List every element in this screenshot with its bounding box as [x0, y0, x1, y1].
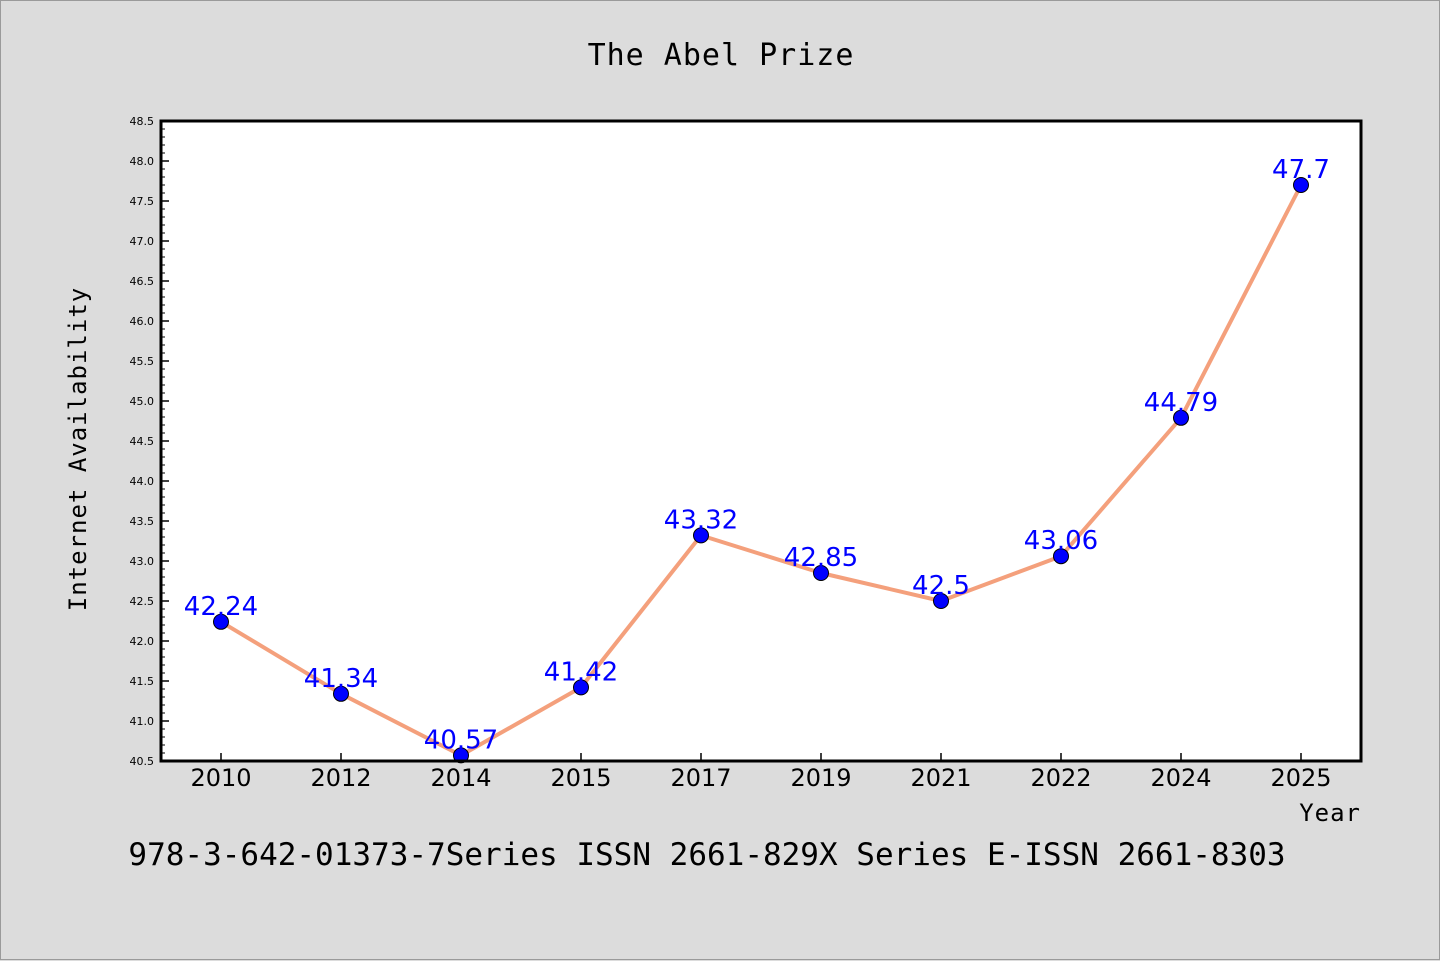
data-point	[693, 527, 709, 544]
data-label: 41.34	[304, 664, 378, 694]
x-tick-label: 2015	[550, 764, 611, 792]
x-tick-label: 2024	[1150, 764, 1211, 792]
data-label: 42.24	[184, 592, 258, 622]
data-point	[813, 565, 829, 581]
y-tick-label: 48.5	[130, 115, 155, 128]
y-tick-label: 44.0	[130, 475, 155, 488]
y-tick-label: 47.5	[130, 195, 155, 208]
x-tick-label: 2017	[670, 764, 731, 792]
y-tick-label: 42.5	[130, 595, 155, 608]
data-point	[453, 747, 469, 764]
y-tick-label: 41.5	[130, 675, 155, 688]
data-label: 40.57	[424, 725, 498, 755]
y-axis: 40.5 41.0 41.5 42.0 42.5 43.0 43.5 44.0 44.5 45.0…	[130, 115, 169, 768]
data-point	[933, 593, 949, 609]
y-tick-label: 45.0	[130, 395, 155, 408]
y-tick-label: 41.0	[130, 715, 155, 728]
series-line	[219, 183, 1303, 758]
data-label: 41.42	[544, 657, 618, 687]
data-label: 44.79	[1144, 388, 1218, 418]
x-tick-label: 2014	[430, 764, 491, 792]
x-tick-label: 2021	[910, 764, 971, 792]
y-tick-label: 40.5	[130, 755, 155, 768]
data-label: 43.32	[664, 505, 738, 535]
plot-border	[159, 119, 1363, 763]
x-axis-label: Year	[1299, 799, 1361, 827]
data-markers	[213, 177, 1309, 764]
x-tick-label: 2019	[790, 764, 851, 792]
footer-text: 978-3-642-01373-7Series ISSN 2661-829X S…	[128, 837, 1285, 873]
data-point	[1293, 177, 1309, 193]
data-label: 42.5	[912, 571, 970, 601]
y-tick-label: 48.0	[130, 155, 155, 168]
x-tick-label: 2012	[310, 764, 371, 792]
data-label: 43.06	[1024, 526, 1098, 556]
data-point	[1173, 409, 1189, 426]
y-tick-label: 45.5	[130, 355, 155, 368]
data-labels: 42.24 41.34 40.57 41.42 43.32 42.85 42.5 43.06 4…	[184, 155, 1330, 755]
data-point	[573, 679, 589, 696]
y-tick-label: 42.0	[130, 635, 155, 648]
y-tick-label: 44.5	[130, 435, 155, 448]
data-label: 42.85	[784, 543, 858, 573]
x-tick-label: 2022	[1030, 764, 1091, 792]
data-point	[1053, 548, 1069, 565]
x-axis: 2010 2012 2014 2015 2017 2019 2021 2022 2024 2025	[190, 753, 1332, 792]
y-tick-label: 46.0	[130, 315, 155, 328]
data-point	[333, 685, 349, 702]
x-tick-label: 2025	[1270, 764, 1331, 792]
data-label: 47.7	[1272, 155, 1330, 185]
chart-title: The Abel Prize	[588, 38, 855, 73]
y-axis-label: Internet Availability	[64, 287, 92, 611]
y-tick-label: 43.0	[130, 555, 155, 568]
x-tick-label: 2010	[190, 764, 251, 792]
y-tick-label: 47.0	[130, 235, 155, 248]
y-tick-label: 46.5	[130, 275, 155, 288]
y-tick-label: 43.5	[130, 515, 155, 528]
data-point	[213, 613, 229, 630]
series-line-group	[219, 183, 1303, 758]
